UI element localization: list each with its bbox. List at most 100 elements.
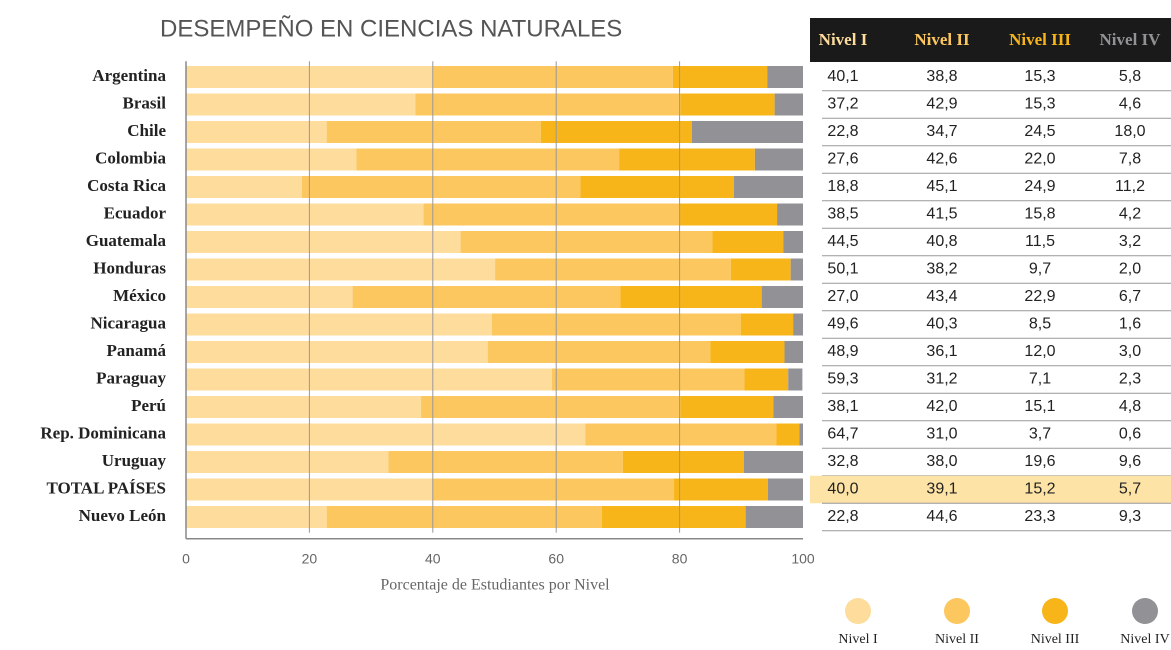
- bar-segment: [774, 93, 803, 116]
- category-label: Costa Rica: [87, 176, 166, 195]
- bar-segment: [540, 121, 692, 143]
- category-label: TOTAL PAÍSES: [46, 478, 166, 497]
- bar-segment: [423, 203, 680, 226]
- table-header-label: Nivel IV: [1100, 30, 1162, 49]
- bar-segment: [745, 506, 803, 528]
- bar-segment: [326, 506, 602, 528]
- table-cell: 0,6: [1119, 426, 1141, 443]
- row-highlight: [810, 475, 1171, 504]
- table-cell: 15,3: [1024, 96, 1055, 113]
- table-cell: 48,9: [827, 343, 858, 360]
- bar-segment: [432, 478, 675, 501]
- bar-segment: [433, 66, 673, 88]
- bar-segment: [186, 231, 461, 253]
- table-cell: 27,6: [827, 151, 858, 168]
- bar-segment: [186, 93, 416, 116]
- table-cell: 24,9: [1024, 178, 1055, 195]
- bar-segment: [793, 313, 803, 336]
- x-tick-label: 60: [548, 551, 564, 567]
- table-cell: 38,2: [926, 261, 957, 278]
- table-cell: 42,0: [926, 398, 957, 415]
- table-cell: 50,1: [827, 261, 858, 278]
- bar-segment: [460, 231, 713, 253]
- table-cell: 11,2: [1115, 178, 1145, 195]
- bar-segment: [773, 396, 803, 418]
- bar-segment: [352, 286, 621, 308]
- bar-segment: [761, 286, 803, 308]
- bar-segment: [620, 286, 762, 308]
- bar-segment: [790, 258, 803, 281]
- table-cell: 38,0: [926, 453, 957, 470]
- table-cell: 45,1: [926, 178, 957, 195]
- bar-segment: [619, 148, 755, 171]
- bar-segment: [186, 176, 302, 198]
- table-cell: 36,1: [926, 343, 957, 360]
- table-cell: 40,3: [926, 316, 957, 333]
- category-label: Perú: [131, 396, 166, 415]
- legend-label: Nivel I: [838, 632, 878, 647]
- bar-segment: [186, 148, 357, 171]
- table-cell: 4,6: [1119, 96, 1141, 113]
- table-cell: 41,5: [926, 206, 957, 223]
- bar-segment: [740, 313, 794, 336]
- table-cell: 42,6: [926, 151, 957, 168]
- table-cell: 9,7: [1029, 261, 1051, 278]
- table-cell: 15,3: [1024, 68, 1055, 85]
- category-label: Guatemala: [86, 231, 167, 250]
- table-cell: 4,8: [1119, 398, 1141, 415]
- table-cell: 39,1: [926, 481, 957, 498]
- legend-label: Nivel III: [1031, 632, 1080, 647]
- legend-label: Nivel IV: [1120, 632, 1169, 647]
- table-cell: 38,5: [827, 206, 858, 223]
- bar-segment: [767, 478, 803, 501]
- table-header-label: Nivel III: [1009, 30, 1071, 49]
- table-cell: 7,1: [1029, 371, 1051, 388]
- bar-segment: [788, 368, 803, 391]
- bar-segment: [186, 506, 327, 528]
- bar-segment: [495, 258, 731, 281]
- legend-swatch: [845, 598, 871, 624]
- bar-segment: [356, 148, 620, 171]
- table-cell: 42,9: [926, 96, 957, 113]
- category-label: Uruguay: [102, 451, 167, 470]
- bar-segment: [744, 368, 789, 391]
- x-tick-label: 100: [791, 551, 815, 567]
- bar-segment: [680, 396, 774, 418]
- legend-swatch: [1132, 598, 1158, 624]
- table-cell: 11,5: [1025, 233, 1055, 250]
- bar-segment: [186, 396, 422, 418]
- bar-segment: [388, 451, 623, 473]
- bar-segment: [186, 423, 586, 446]
- table-cell: 22,8: [827, 508, 858, 525]
- table-cell: 59,3: [827, 371, 858, 388]
- category-label: Ecuador: [104, 203, 167, 222]
- table-header-label: Nivel II: [914, 30, 970, 49]
- bar-segment: [730, 258, 791, 281]
- table-cell: 15,1: [1024, 398, 1055, 415]
- table-cell: 2,3: [1119, 371, 1141, 388]
- bar-segment: [186, 341, 488, 363]
- bar-segment: [186, 286, 353, 308]
- bar-segment: [492, 313, 741, 336]
- category-label: Argentina: [92, 66, 166, 85]
- table-header: [810, 18, 1171, 62]
- bar-segment: [754, 148, 803, 171]
- bar-segment: [186, 203, 424, 226]
- x-tick-label: 40: [425, 551, 441, 567]
- bar-segment: [186, 368, 552, 391]
- table-cell: 49,6: [827, 316, 858, 333]
- bar-segment: [580, 176, 734, 198]
- table-cell: 1,6: [1119, 316, 1141, 333]
- table-cell: 18,8: [827, 178, 858, 195]
- legend-swatch: [1042, 598, 1068, 624]
- bar-segment: [679, 203, 778, 226]
- table-cell: 38,8: [926, 68, 957, 85]
- table-cell: 2,0: [1119, 261, 1141, 278]
- table-cell: 15,2: [1024, 481, 1055, 498]
- x-tick-label: 0: [182, 551, 190, 567]
- bar-segment: [743, 451, 803, 473]
- bar-segment: [186, 313, 493, 336]
- category-label: México: [113, 286, 166, 305]
- bar-segment: [415, 93, 681, 116]
- bar-segment: [186, 451, 389, 473]
